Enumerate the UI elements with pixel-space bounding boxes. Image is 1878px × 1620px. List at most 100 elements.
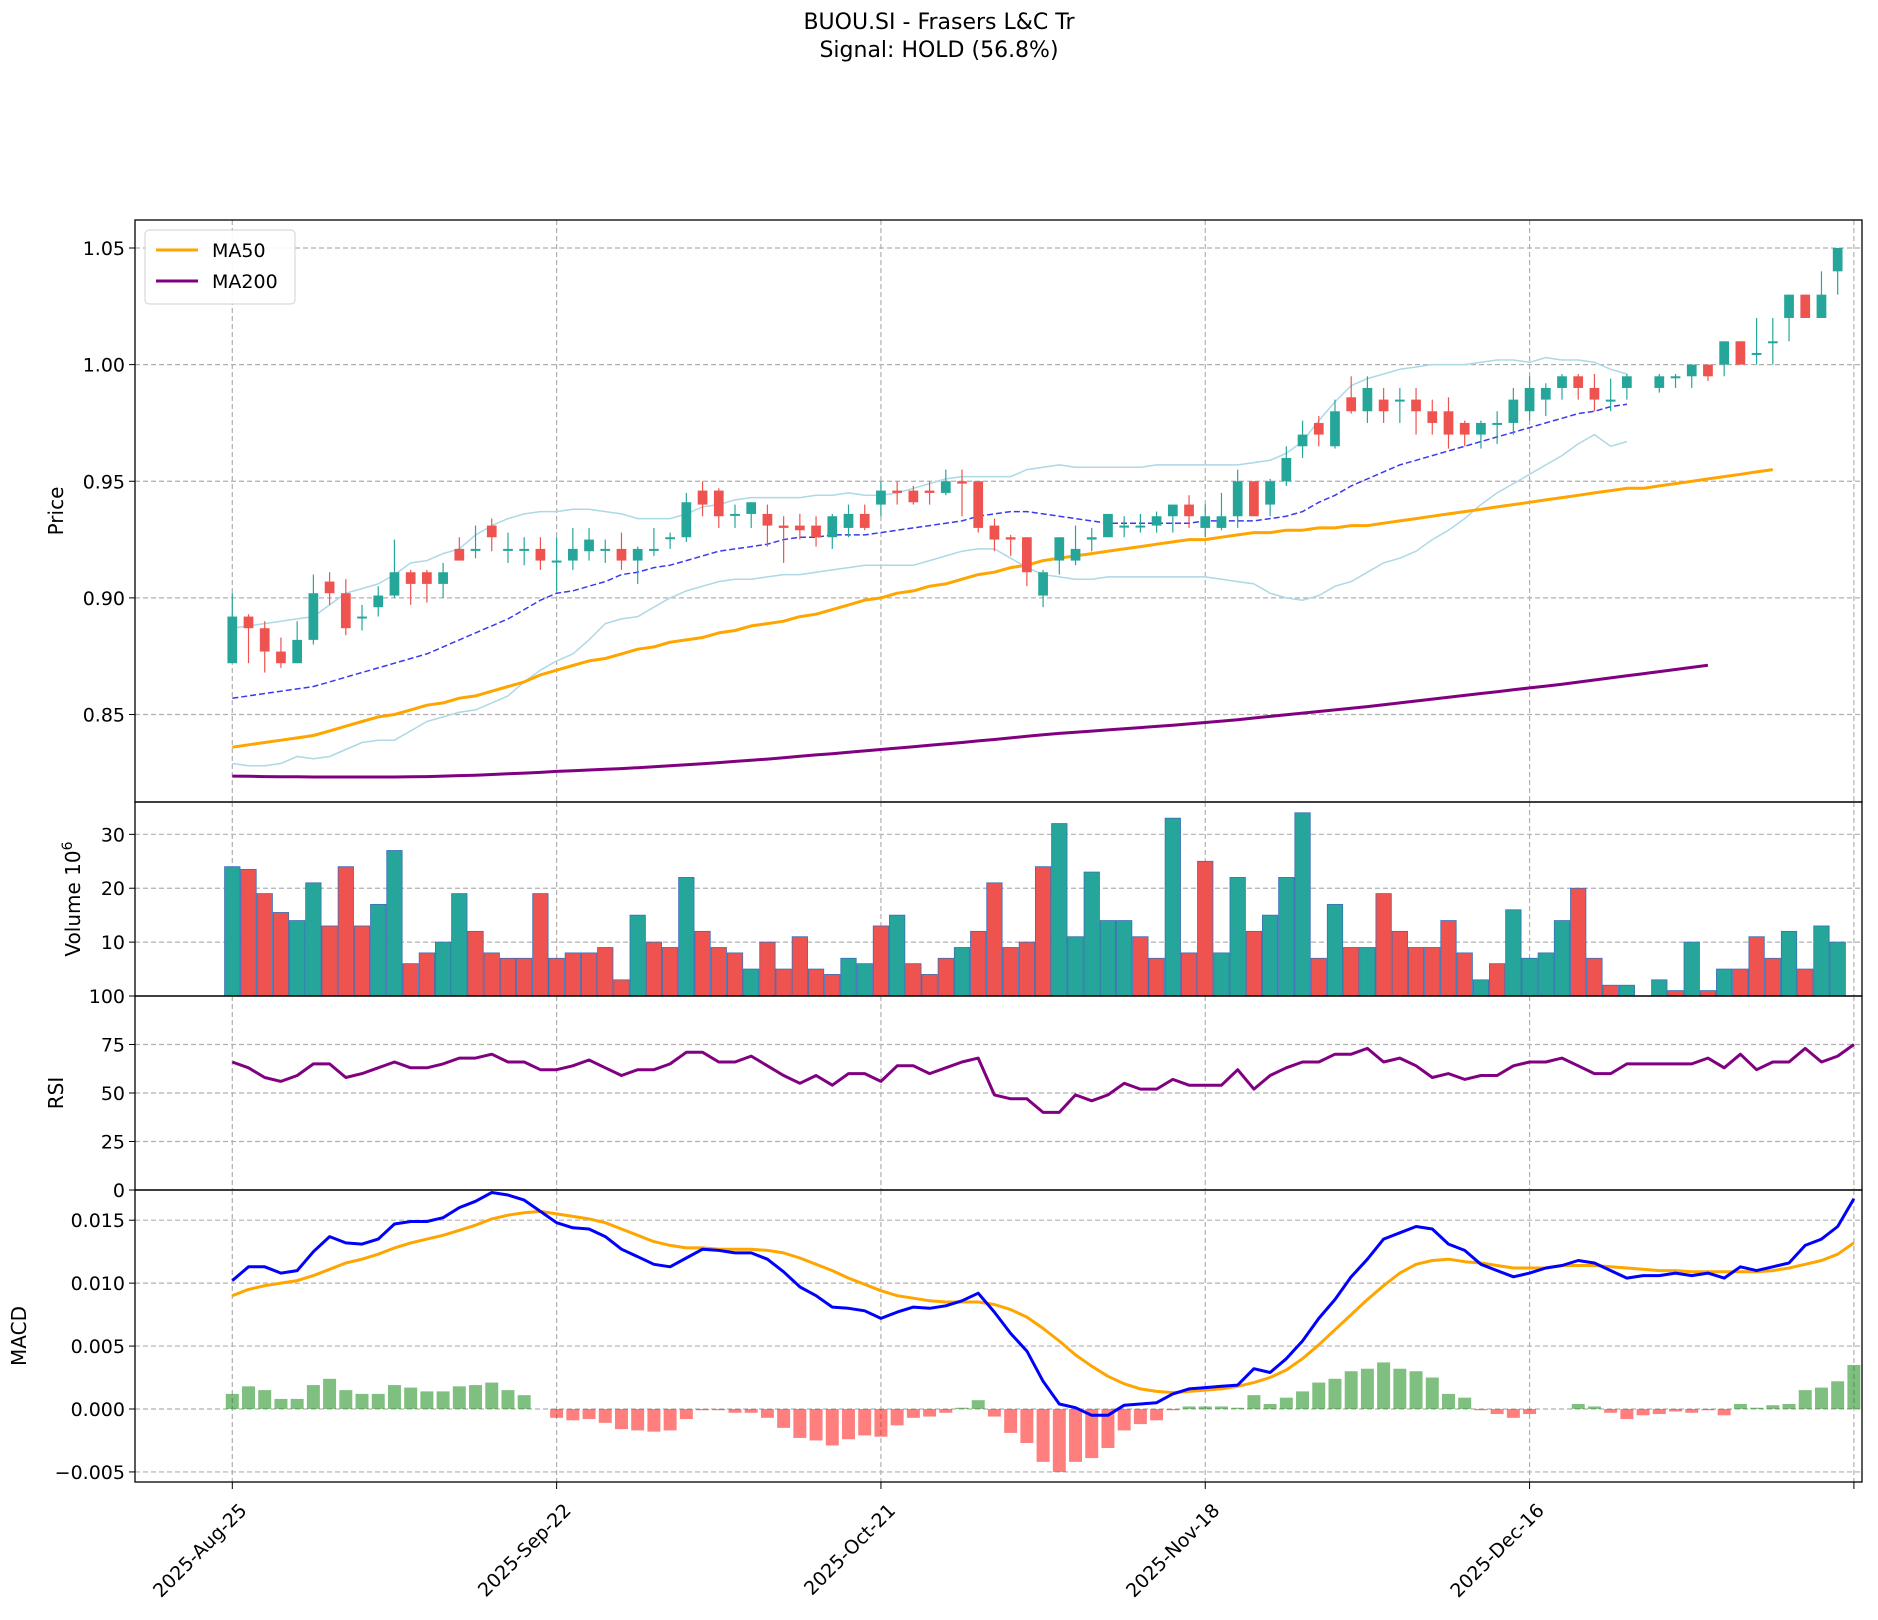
candle-body <box>940 481 951 493</box>
macd-histogram-bar <box>809 1409 823 1441</box>
ma50-line <box>232 468 1774 749</box>
bollinger-mid-line <box>232 403 1628 699</box>
volume-bar <box>759 941 776 997</box>
candle-body <box>1751 352 1762 355</box>
volume-bar <box>1537 952 1554 997</box>
macd-histogram-bar <box>728 1409 742 1413</box>
macd-histogram-bar <box>339 1390 353 1409</box>
candle-body <box>1703 364 1713 377</box>
volume-bar <box>1116 920 1133 997</box>
macd-histogram-bar <box>1847 1364 1861 1409</box>
volume-bar <box>499 957 517 997</box>
volume-bar <box>305 882 322 997</box>
macd-histogram-bar <box>1328 1378 1342 1409</box>
macd-histogram-bar <box>1263 1403 1277 1409</box>
candle-body <box>1719 341 1730 365</box>
volume-bar <box>775 968 792 997</box>
volume-bar <box>1213 952 1230 997</box>
candle-body <box>973 481 984 528</box>
candle-body <box>843 513 854 528</box>
macd-axis-label: MACD <box>7 1306 31 1366</box>
macd-signal-line <box>231 1209 1855 1395</box>
candle-body <box>1119 525 1130 528</box>
macd-histogram-bar <box>1798 1390 1812 1409</box>
macd-histogram-bar <box>793 1409 807 1438</box>
volume-bar <box>662 947 679 997</box>
macd-ytick-label: −0.005 <box>55 1462 125 1484</box>
macd-histogram-bar <box>1685 1409 1699 1413</box>
candle-body <box>1459 422 1470 435</box>
volume-bar <box>1018 941 1035 997</box>
macd-histogram-bar <box>696 1409 710 1411</box>
candle-body <box>1151 516 1162 526</box>
candle-body <box>454 548 465 561</box>
candle-body <box>292 639 303 664</box>
volume-bar <box>937 957 954 997</box>
macd-histogram-bar <box>436 1391 450 1409</box>
macd-ytick-label: 0.000 <box>71 1399 125 1421</box>
macd-histogram-bar <box>777 1409 791 1428</box>
macd-histogram-bar <box>1458 1397 1472 1409</box>
macd-histogram-bar <box>858 1409 872 1436</box>
candle-body <box>1605 399 1616 402</box>
volume-bar <box>1489 963 1506 997</box>
candle-body <box>1103 513 1113 538</box>
macd-histogram-bar <box>550 1409 564 1418</box>
macd-histogram-bar <box>225 1393 239 1409</box>
price-ytick-label: 0.90 <box>83 588 125 610</box>
volume-bar <box>1375 893 1392 997</box>
macd-histogram-bar <box>1571 1403 1585 1409</box>
volume-bar <box>1391 930 1408 997</box>
macd-ytick-label: 0.005 <box>71 1336 125 1358</box>
macd-histogram-bar <box>1231 1407 1245 1409</box>
volume-bar <box>970 930 987 997</box>
macd-histogram-bar <box>469 1385 483 1409</box>
macd-histogram-bar <box>760 1409 774 1418</box>
volume-bar <box>840 957 857 997</box>
macd-histogram-bar <box>290 1398 304 1409</box>
volume-bar <box>580 952 598 997</box>
candle-body <box>308 593 319 640</box>
candle-body <box>1297 434 1308 447</box>
macd-histogram-bar <box>1182 1406 1196 1409</box>
macd-histogram-bar <box>371 1393 385 1409</box>
candle-body <box>1022 537 1032 573</box>
macd-histogram-bar <box>1506 1409 1520 1418</box>
price-ytick-label: 1.05 <box>83 238 125 260</box>
candle-body <box>1832 247 1843 272</box>
volume-bar <box>743 968 760 997</box>
volume-bar <box>1310 957 1327 997</box>
macd-histogram-bar <box>1150 1409 1164 1421</box>
macd-histogram-bar <box>1652 1409 1666 1415</box>
macd-histogram-bar <box>906 1409 920 1418</box>
volume-ytick-label: 20 <box>101 878 125 900</box>
candle-body <box>405 572 416 584</box>
volume-bar <box>1764 957 1781 997</box>
candle-body <box>486 525 497 538</box>
macd-histogram-bar <box>1620 1409 1634 1420</box>
volume-bar <box>1651 979 1668 997</box>
macd-histogram-bar <box>355 1393 369 1409</box>
candle-body <box>422 572 432 584</box>
volume-bar <box>694 930 711 997</box>
macd-histogram-bar <box>1312 1382 1326 1409</box>
volume-bar <box>418 952 435 997</box>
volume-bar <box>856 963 873 997</box>
macd-histogram-bar <box>1587 1406 1601 1409</box>
macd-histogram-bar <box>306 1385 320 1409</box>
candle-body <box>1524 387 1535 412</box>
candle-body <box>1800 294 1811 318</box>
candle-body <box>1508 399 1519 423</box>
candle-body <box>1005 537 1016 540</box>
volume-ytick-label: 30 <box>101 824 125 846</box>
rsi-ytick-label: 50 <box>101 1083 125 1105</box>
macd-histogram-bar <box>923 1409 937 1417</box>
macd-histogram-bar <box>874 1409 888 1437</box>
candle-body <box>584 539 594 552</box>
macd-histogram-bar <box>971 1400 985 1409</box>
volume-bar <box>1521 957 1538 997</box>
volume-bar <box>1343 947 1360 997</box>
macd-histogram-bar <box>1523 1409 1537 1415</box>
volume-bar <box>1099 920 1117 997</box>
volume-bar <box>824 974 841 997</box>
